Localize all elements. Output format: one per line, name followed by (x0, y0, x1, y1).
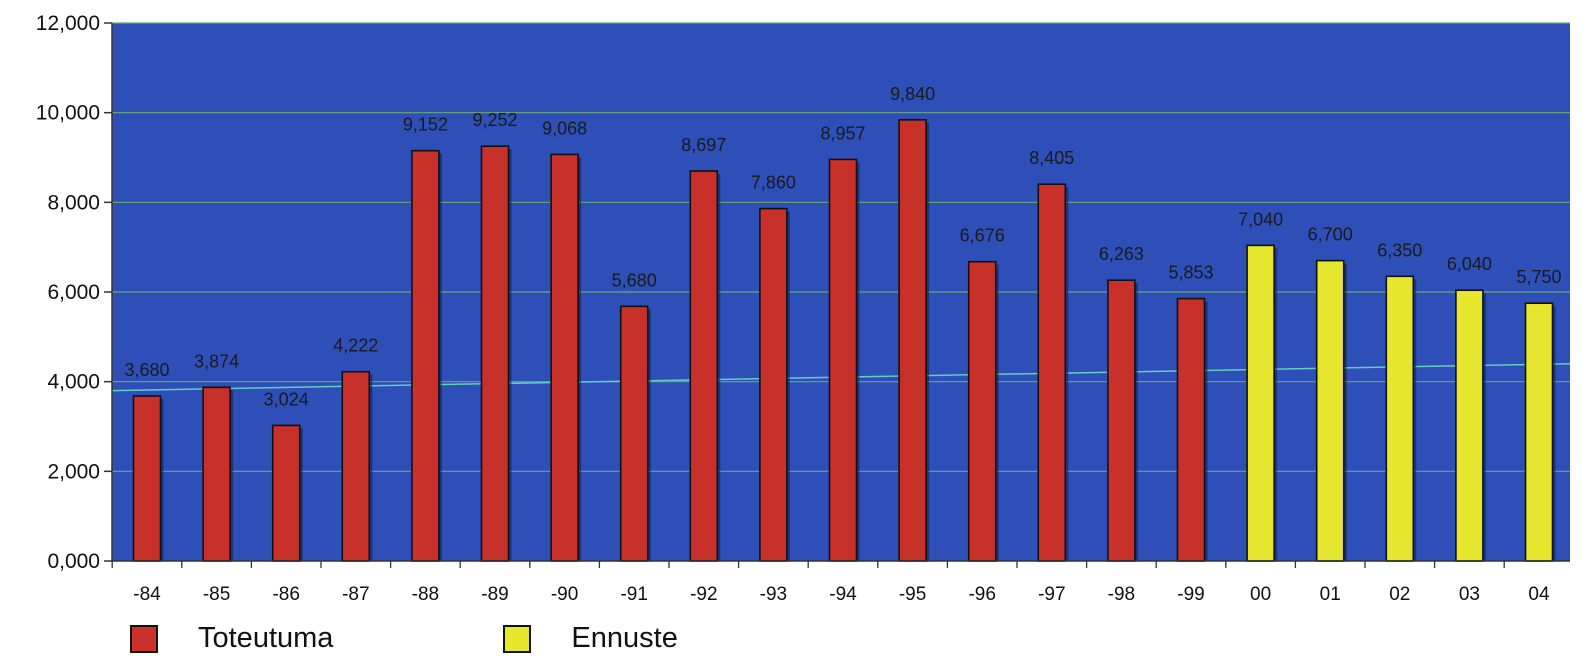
y-tick-label: 4,000 (47, 371, 100, 394)
data-label: 5,853 (1168, 263, 1213, 283)
bar-toteutuma (132, 395, 162, 562)
y-axis: 0,000 2,000 4,000 6,000 8,000 10,000 12,000 (36, 12, 113, 573)
x-tick-label: -91 (620, 584, 647, 605)
bar-toteutuma (689, 170, 719, 562)
legend: Toteutuma Ennuste (130, 622, 848, 655)
data-label: 3,024 (264, 389, 309, 409)
legend-label-toteutuma: Toteutuma (198, 622, 334, 654)
data-label: 8,697 (681, 135, 726, 155)
bar-toteutuma (898, 119, 927, 562)
bar-toteutuma (619, 305, 649, 562)
data-label: 5,750 (1516, 267, 1561, 287)
bar-toteutuma (1176, 297, 1206, 562)
x-tick-label: -98 (1108, 584, 1135, 605)
bar-ennuste (1455, 289, 1484, 562)
bar-toteutuma (967, 260, 997, 562)
x-tick-label: -87 (342, 584, 369, 605)
x-tick-label: -95 (899, 584, 926, 605)
data-label: 6,676 (960, 226, 1005, 246)
legend-swatch-ennuste (503, 624, 532, 653)
x-tick-label: -88 (412, 584, 439, 605)
x-tick-label: 01 (1320, 584, 1341, 605)
data-label: 8,405 (1029, 148, 1074, 168)
bar-toteutuma (411, 149, 440, 562)
x-axis: -84 -85 -86 -87 -88 -89 -90 -91 -92 -93 -94 -95 -96 -… (111, 560, 1570, 605)
x-tick-label: -90 (551, 584, 578, 605)
bar-toteutuma (759, 207, 788, 562)
legend-item-ennuste: Ennuste (503, 622, 678, 655)
x-tick-label: -92 (690, 584, 717, 605)
bar-toteutuma (828, 158, 858, 562)
x-tick-label: -94 (829, 584, 857, 605)
data-label: 9,252 (472, 110, 517, 130)
x-tick-label: -86 (272, 584, 299, 605)
bar-ennuste (1246, 244, 1275, 562)
data-label: 3,874 (194, 351, 239, 371)
bar-toteutuma (271, 424, 301, 562)
bar-toteutuma (550, 153, 579, 562)
data-label: 9,840 (890, 84, 935, 104)
data-label: 5,680 (612, 270, 657, 290)
bar-toteutuma (341, 370, 371, 562)
x-tick-label: 02 (1389, 584, 1410, 605)
x-tick-label: -84 (133, 584, 161, 605)
data-label: 7,040 (1238, 209, 1283, 229)
x-tick-label: -97 (1038, 584, 1065, 605)
y-tick-label: 2,000 (47, 460, 100, 483)
y-tick-label: 0,000 (47, 550, 100, 573)
y-tick-label: 6,000 (47, 281, 100, 304)
x-tick-label: 03 (1459, 584, 1480, 605)
x-tick-label: -89 (481, 584, 508, 605)
x-tick-label: -99 (1177, 584, 1204, 605)
bar-ennuste (1524, 302, 1554, 562)
bar-ennuste (1385, 275, 1415, 562)
y-tick-label: 12,000 (36, 12, 100, 35)
data-label: 9,068 (542, 118, 587, 138)
data-label: 6,700 (1308, 225, 1353, 245)
bar-toteutuma (480, 145, 510, 562)
x-tick-label: -96 (968, 584, 995, 605)
bar-toteutuma (1037, 183, 1067, 562)
data-label: 8,957 (820, 123, 865, 143)
legend-label-ennuste: Ennuste (571, 622, 678, 654)
bar-ennuste (1315, 259, 1345, 562)
data-label: 6,263 (1099, 244, 1144, 264)
data-label: 4,222 (333, 336, 378, 356)
x-tick-label: 00 (1250, 584, 1271, 605)
legend-item-toteutuma: Toteutuma (130, 622, 333, 655)
x-tick-label: -85 (203, 584, 230, 605)
bars-group (132, 119, 1556, 562)
bar-toteutuma (1107, 279, 1136, 562)
data-label: 7,860 (751, 173, 796, 193)
data-label: 3,680 (124, 360, 169, 380)
data-label: 9,152 (403, 115, 448, 135)
y-tick-label: 10,000 (36, 102, 100, 125)
y-tick-label: 8,000 (47, 191, 100, 214)
bar-toteutuma (202, 386, 231, 562)
legend-swatch-toteutuma (130, 624, 158, 653)
data-label: 6,040 (1447, 254, 1492, 274)
data-label: 6,350 (1377, 240, 1422, 260)
x-tick-label: 04 (1528, 584, 1550, 605)
data-labels-group: 3,680 3,874 3,024 4,222 9,152 9,252 9,068 5,680… (124, 84, 1561, 410)
x-tick-label: -93 (760, 584, 787, 605)
